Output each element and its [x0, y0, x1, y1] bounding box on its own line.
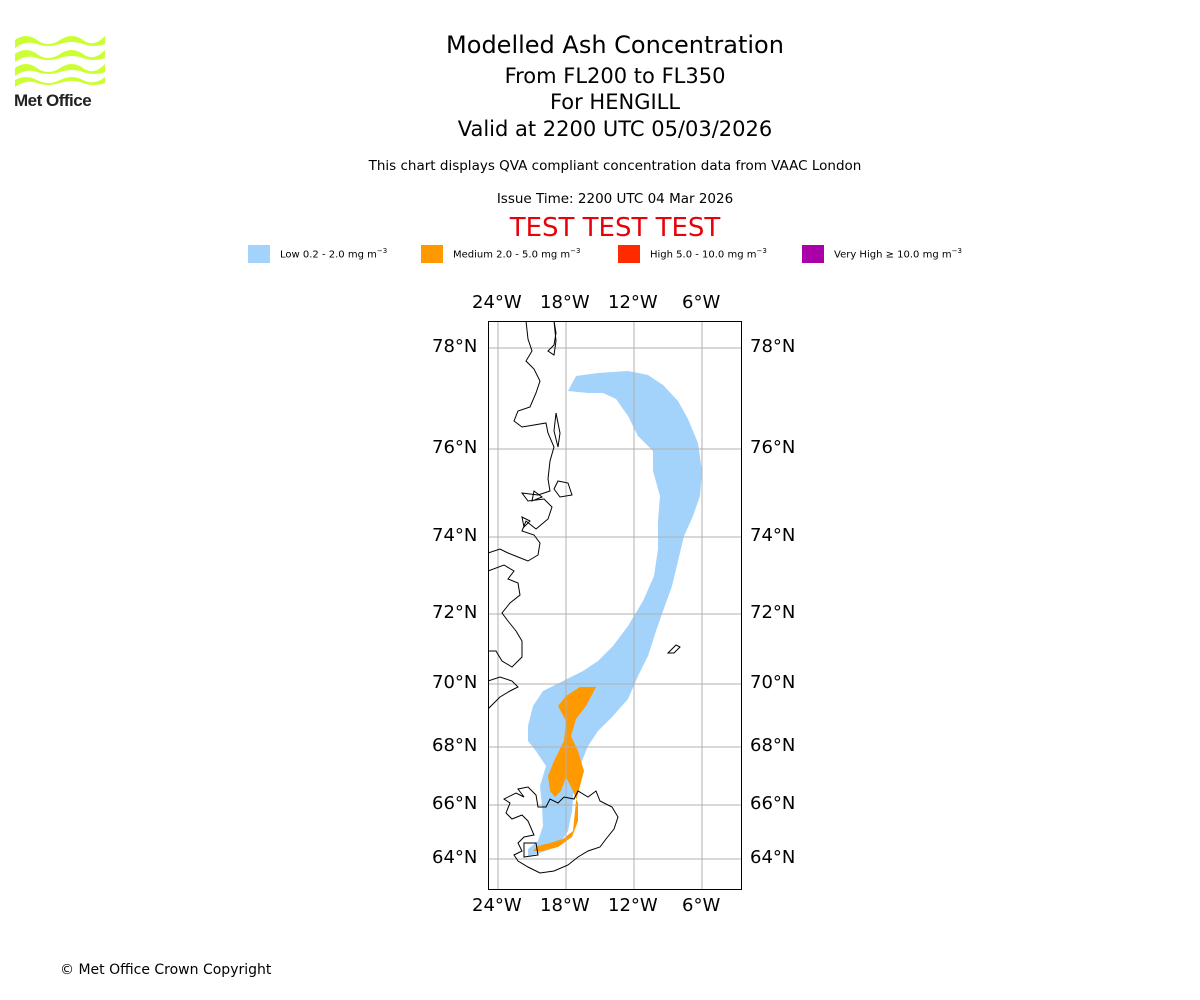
- valid-time: Valid at 2200 UTC 05/03/2026: [457, 117, 773, 141]
- lat-label-left-68n: 68°N: [432, 735, 478, 756]
- legend-swatch-high: [618, 245, 640, 263]
- legend-item-medium: Medium 2.0 - 5.0 mg m−3: [421, 244, 580, 264]
- legend-label-very-high: Very High ≥ 10.0 mg m: [834, 249, 952, 261]
- copyright-notice: © Met Office Crown Copyright: [60, 962, 272, 978]
- lon-label-top-6w: 6°W: [682, 292, 721, 313]
- met-office-logo: Met Office: [14, 30, 114, 115]
- flight-level-range: From FL200 to FL350: [504, 64, 726, 88]
- lat-label-left-64n: 64°N: [432, 847, 478, 868]
- lat-label-right-64n: 64°N: [750, 847, 796, 868]
- lat-label-left-78n: 78°N: [432, 336, 478, 357]
- ash-plume-medium: [533, 687, 596, 851]
- legend-label-low: Low 0.2 - 2.0 mg m: [280, 249, 377, 261]
- lat-label-left-76n: 76°N: [432, 437, 478, 458]
- lat-label-left-72n: 72°N: [432, 602, 478, 623]
- lat-label-right-72n: 72°N: [750, 602, 796, 623]
- lat-label-right-76n: 76°N: [750, 437, 796, 458]
- jan-mayen-island: [666, 644, 681, 654]
- lon-label-bottom-6w: 6°W: [682, 895, 721, 916]
- lat-label-right-78n: 78°N: [750, 336, 796, 357]
- legend-item-high: High 5.0 - 10.0 mg m−3: [618, 244, 767, 264]
- lat-label-right-74n: 74°N: [750, 525, 796, 546]
- lon-label-bottom-24w: 24°W: [472, 895, 522, 916]
- lon-label-bottom-18w: 18°W: [540, 895, 590, 916]
- issue-time: Issue Time: 2200 UTC 04 Mar 2026: [496, 191, 734, 207]
- lat-label-right-68n: 68°N: [750, 735, 796, 756]
- map-gridlines: [488, 321, 742, 890]
- map-frame: [488, 321, 742, 890]
- chart-title: Modelled Ash Concentration: [446, 31, 784, 59]
- lat-label-right-70n: 70°N: [750, 672, 796, 693]
- iceland-coastline: [503, 786, 619, 874]
- volcano-name: For HENGILL: [549, 90, 681, 114]
- legend-swatch-very-high: [802, 245, 824, 263]
- lat-label-right-66n: 66°N: [750, 793, 796, 814]
- lat-label-left-66n: 66°N: [432, 793, 478, 814]
- lat-label-left-70n: 70°N: [432, 672, 478, 693]
- lon-label-top-18w: 18°W: [540, 292, 590, 313]
- chart-description: This chart displays QVA compliant concen…: [368, 158, 862, 174]
- legend-swatch-medium: [421, 245, 443, 263]
- lat-label-left-74n: 74°N: [432, 525, 478, 546]
- legend-label-high: High 5.0 - 10.0 mg m: [650, 249, 757, 261]
- ash-concentration-map: [488, 321, 742, 890]
- lon-label-top-12w: 12°W: [608, 292, 658, 313]
- lon-label-bottom-12w: 12°W: [608, 895, 658, 916]
- greenland-coastline: [488, 321, 573, 710]
- ash-plume-low: [528, 371, 702, 856]
- met-office-waves-icon: [15, 36, 105, 87]
- legend-item-low: Low 0.2 - 2.0 mg m−3: [248, 244, 387, 264]
- test-banner: TEST TEST TEST: [509, 213, 721, 243]
- legend-item-very-high: Very High ≥ 10.0 mg m−3: [802, 244, 962, 264]
- legend-label-medium: Medium 2.0 - 5.0 mg m: [453, 249, 571, 261]
- lon-label-top-24w: 24°W: [472, 292, 522, 313]
- legend-swatch-low: [248, 245, 270, 263]
- logo-text: Met Office: [14, 91, 92, 110]
